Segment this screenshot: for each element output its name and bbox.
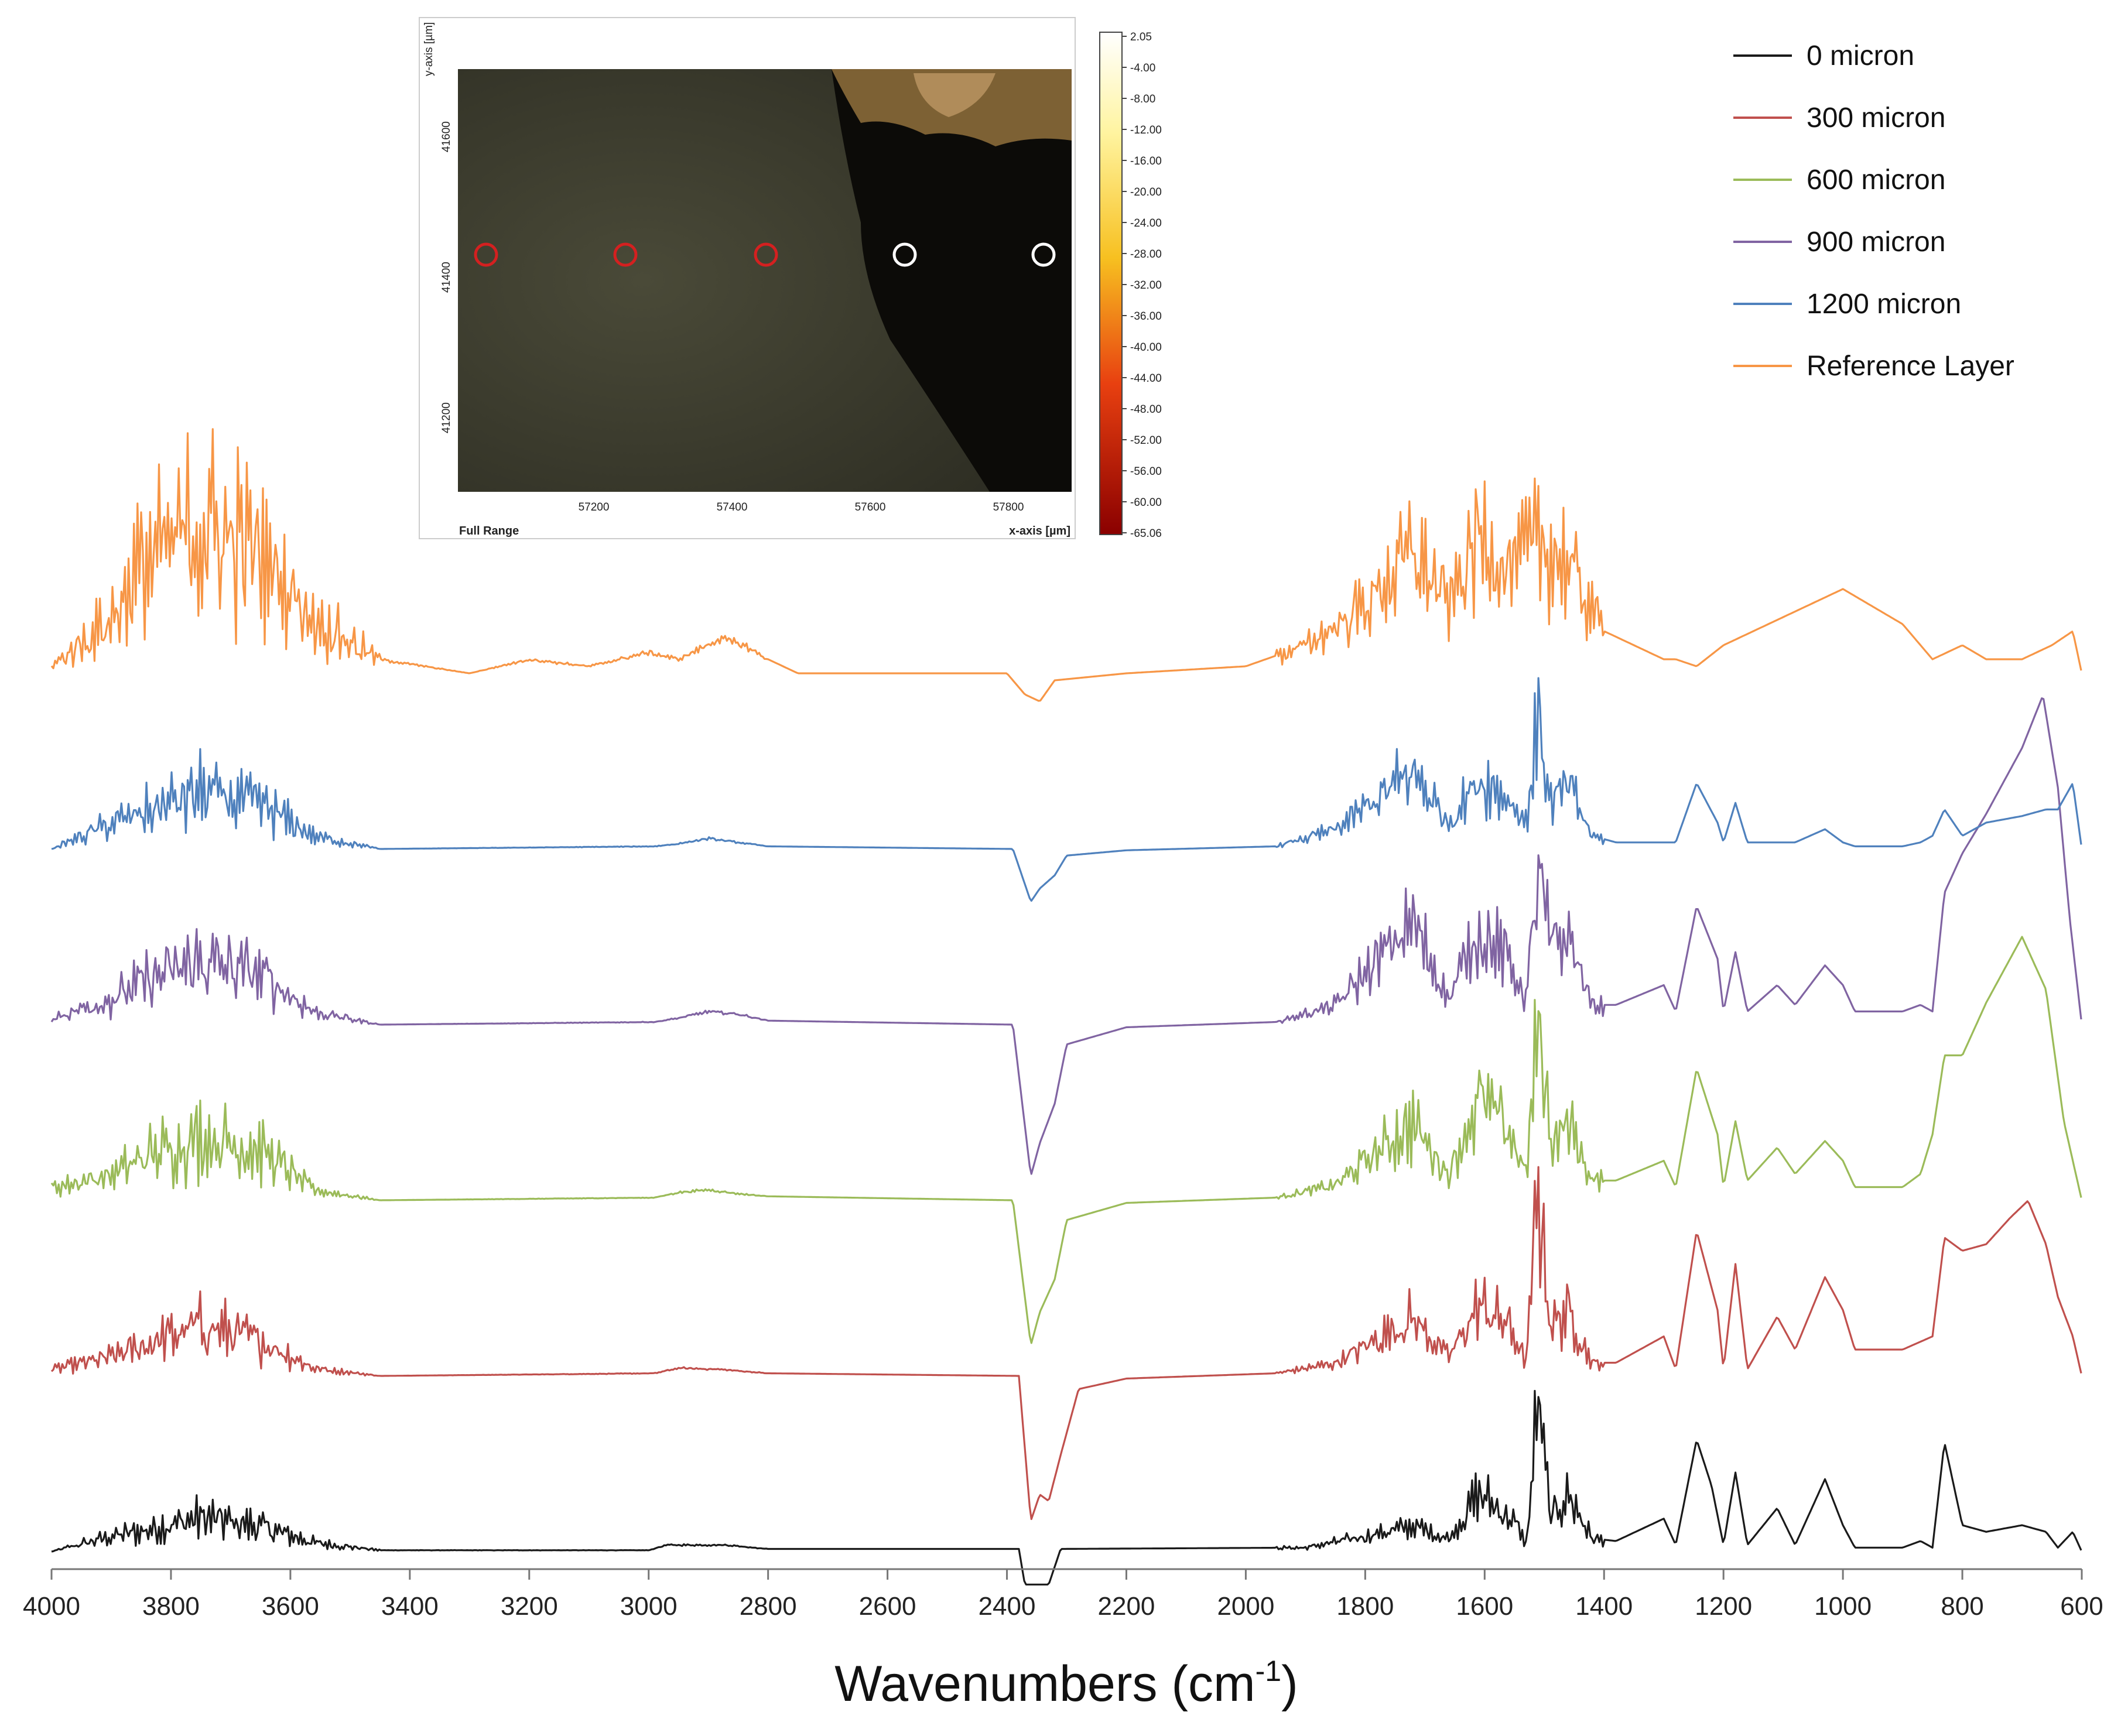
x-tick-label: 2400 [979,1592,1036,1621]
colorbar-tick-label: -4.00 [1130,62,1155,74]
inset-x-tick-label: 57800 [993,501,1024,513]
x-tick-label: 1200 [1695,1592,1752,1621]
legend-label: 0 micron [1807,40,1914,71]
x-tick-label: 1800 [1336,1592,1394,1621]
colorbar-tick-label: -60.00 [1130,497,1162,509]
colorbar-tick-label: -56.00 [1130,465,1162,478]
inset-y-tick-label: 41400 [440,262,453,293]
inset-full-range-label: Full Range [459,525,519,537]
inset-crystal-highlight [914,73,995,117]
legend-label: Reference Layer [1807,351,2014,382]
inset-markers [474,242,1056,267]
colorbar-tick-label: -16.00 [1130,155,1162,167]
x-tick-label: 800 [1941,1592,1983,1621]
inset-marker [1031,242,1056,267]
x-axis: 4000 3800 3600 3400 3200 3000 2800 2600 2400 2200… [23,1568,2103,1621]
series-line-0-micron [51,1389,2082,1586]
x-tick-label: 2800 [740,1592,797,1621]
colorbar-tick-label: -8.00 [1130,93,1155,105]
inset-x-tick-label: 57200 [579,501,610,513]
series-line-900-micron [50,697,2082,1175]
colorbar-tick-label: -32.00 [1130,279,1162,292]
x-axis-title: Wavenumbers (cm-1) [834,1655,1298,1712]
series-line-reference-layer [50,428,2082,702]
series-line-600-micron [50,936,2082,1344]
inset-x-tick-label: 57400 [717,501,748,513]
x-tick-label: 1600 [1456,1592,1513,1621]
x-tick-label: 2600 [859,1592,916,1621]
inset-colorbar [1099,32,1123,535]
legend-label: 300 micron [1807,102,1945,133]
x-tick-label: 2200 [1098,1592,1155,1621]
x-tick-label: 1400 [1575,1592,1633,1621]
colorbar-tick-label: -24.00 [1130,217,1162,230]
colorbar-tick-label: -44.00 [1130,372,1162,385]
x-tick-label: 3600 [262,1592,319,1621]
colorbar-tick-label: -65.06 [1130,528,1162,540]
colorbar-tick-label: -12.00 [1130,124,1162,136]
x-tick-label: 1000 [1814,1592,1872,1621]
x-tick-label: 2000 [1217,1592,1274,1621]
inset-x-tick-label: 57600 [855,501,886,513]
inset-marker [613,242,638,267]
x-tick-label: 600 [2060,1592,2103,1621]
x-tick-label: 3200 [501,1592,558,1621]
inset-marker [892,242,917,267]
series-group [50,428,2082,1586]
inset-x-ticks: 57200 57400 57600 57800 [579,501,1024,513]
legend-label: 900 micron [1807,227,1945,258]
x-tick-label: 3000 [620,1592,678,1621]
legend: 0 micron 300 micron 600 micron 900 micron 12… [1733,40,2014,382]
legend-label: 1200 micron [1807,289,1961,320]
x-tick-label: 3400 [381,1592,439,1621]
inset-y-axis-label: y-axis [µm] [423,22,435,76]
colorbar-tick-label: 2.05 [1130,31,1152,43]
colorbar-tick-label: -40.00 [1130,341,1162,354]
inset-y-tick-label: 41600 [440,121,453,152]
series-line-1200-micron [51,677,2082,902]
series-line-300-micron [50,1166,2082,1521]
inset-marker [754,242,778,267]
inset-dark-region [832,69,1072,492]
colorbar-tick-label: -48.00 [1130,403,1162,416]
x-tick-label: 4000 [23,1592,80,1621]
inset-marker [474,242,498,267]
colorbar-tick-label: -52.00 [1130,434,1162,447]
legend-label: 600 micron [1807,165,1945,196]
inset-y-ticks: 41600 41400 41200 [440,121,453,433]
colorbar-tick-label: -20.00 [1130,186,1162,198]
inset-colorbar-ticks: 2.05 -4.00 -8.00 -12.00 -16.00 -20.00 -24.00 -2… [1122,31,1162,540]
colorbar-tick-label: -36.00 [1130,310,1162,323]
inset-y-tick-label: 41200 [440,402,453,433]
colorbar-tick-label: -28.00 [1130,248,1162,261]
x-tick-label: 3800 [142,1592,200,1621]
inset-x-axis-label: x-axis [µm] [1009,525,1070,537]
x-ticks: 4000 3800 3600 3400 3200 3000 2800 2600 2400 2200… [23,1569,2103,1621]
